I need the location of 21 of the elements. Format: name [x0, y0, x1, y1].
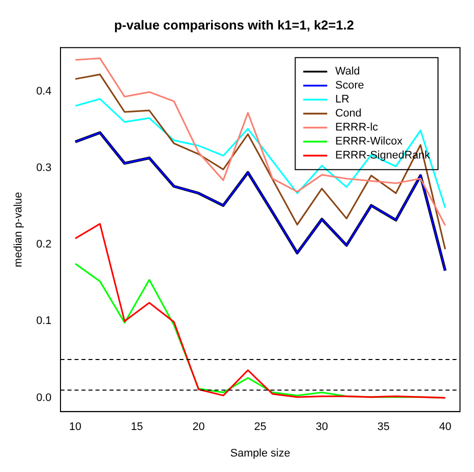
- y-tick-label: 0.0: [36, 392, 52, 404]
- legend-label: ERRR-lc: [335, 122, 379, 134]
- y-tick-label: 0.1: [36, 315, 52, 328]
- y-tick-label: 0.4: [36, 85, 52, 98]
- legend-label: ERRR-Wilcox: [335, 136, 403, 148]
- legend-label: Cond: [335, 108, 362, 120]
- x-tick-label: 15: [130, 421, 144, 434]
- x-tick-label: 10: [69, 421, 82, 434]
- x-tick-label: 25: [254, 421, 266, 434]
- x-tick-label: 35: [377, 421, 390, 434]
- legend-label: Score: [335, 80, 364, 92]
- x-tick-label: 20: [192, 421, 205, 434]
- x-tick-label: 40: [439, 421, 452, 434]
- legend-label: Wald: [335, 66, 360, 78]
- x-axis-title: Sample size: [230, 447, 290, 460]
- y-tick-label: 0.2: [36, 238, 52, 251]
- y-tick-label: 0.3: [36, 162, 52, 174]
- y-axis-title: median p-value: [12, 192, 25, 268]
- chart-title: p-value comparisons with k1=1, k2=1.2: [114, 17, 354, 32]
- legend-label: LR: [335, 94, 350, 106]
- x-tick-label: 30: [316, 421, 328, 434]
